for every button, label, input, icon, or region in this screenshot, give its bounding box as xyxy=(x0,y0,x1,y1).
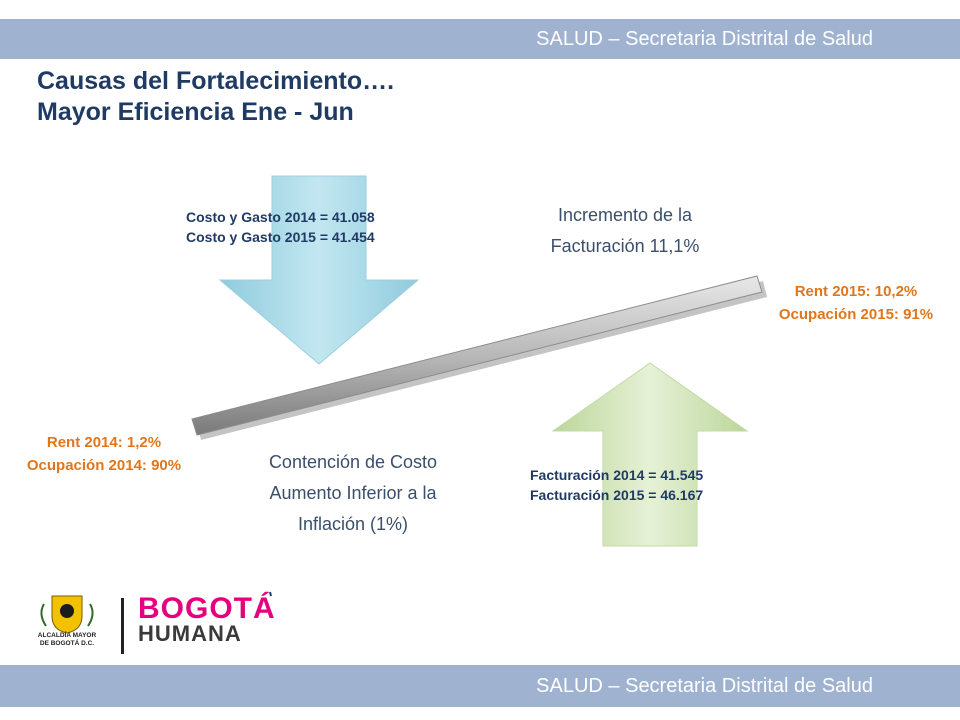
alcaldia-line-2: DE BOGOTÁ D.C. xyxy=(39,640,95,647)
containment-label: Contención de Costo Aumento Inferior a l… xyxy=(226,447,480,540)
right-end-label: Rent 2015: 10,2% Ocupación 2015: 91% xyxy=(750,280,960,326)
title-line-2: Mayor Eficiencia Ene - Jun xyxy=(37,98,354,126)
containment-label-line-1: Contención de Costo xyxy=(268,452,438,472)
down-arrow-label: Costo y Gasto 2014 = 41.058 Costo y Gast… xyxy=(186,207,436,247)
left-end-label: Rent 2014: 1,2% Ocupación 2014: 90% xyxy=(4,431,204,477)
left-end-label-line-2: Ocupación 2014: 90% xyxy=(26,457,182,474)
alcaldia-text: ALCALDÍA MAYOR DE BOGOTÁ D.C. xyxy=(30,632,104,648)
increment-label: Incremento de la Facturación 11,1% xyxy=(500,200,750,262)
footer-band: SALUD – Secretaria Distrital de Salud xyxy=(0,665,960,707)
logos: ALCALDÍA MAYOR DE BOGOTÁ D.C. BOGOTÁ HUM… xyxy=(30,592,275,662)
footer-band-text: SALUD – Secretaria Distrital de Salud xyxy=(536,675,873,697)
up-arrow-label-line-1: Facturación 2014 = 41.545 xyxy=(530,467,704,483)
bogota-wordmark: BOGOTÁ xyxy=(138,592,276,625)
right-end-label-line-2: Ocupación 2015: 91% xyxy=(778,306,934,323)
down-arrow-shape xyxy=(218,175,420,365)
slide-title: Causas del Fortalecimiento…. Mayor Efici… xyxy=(37,66,394,128)
down-arrow-label-line-2: Costo y Gasto 2015 = 41.454 xyxy=(186,229,375,245)
up-arrow-shape xyxy=(551,362,749,547)
down-arrow-label-line-1: Costo y Gasto 2014 = 41.058 xyxy=(186,209,375,225)
up-arrow-label-line-2: Facturación 2015 = 46.167 xyxy=(530,487,704,503)
containment-label-line-3: Inflación (1%) xyxy=(297,514,409,534)
containment-label-line-2: Aumento Inferior a la xyxy=(269,483,437,503)
left-end-label-line-1: Rent 2014: 1,2% xyxy=(46,434,162,451)
header-band-text: SALUD – Secretaria Distrital de Salud xyxy=(536,28,873,50)
small-tick xyxy=(269,591,272,597)
bogota-shield-icon xyxy=(40,595,94,634)
right-end-label-line-1: Rent 2015: 10,2% xyxy=(794,283,918,300)
seesaw-bar xyxy=(191,275,763,436)
logo-divider xyxy=(121,598,124,654)
up-arrow-label: Facturación 2014 = 41.545 Facturación 20… xyxy=(530,465,776,505)
humana-wordmark: HUMANA xyxy=(138,621,242,646)
alcaldia-line-1: ALCALDÍA MAYOR xyxy=(37,632,97,639)
header-band: SALUD – Secretaria Distrital de Salud xyxy=(0,19,960,59)
increment-label-line-1: Incremento de la xyxy=(557,205,693,225)
increment-label-line-2: Facturación 11,1% xyxy=(550,236,700,256)
title-line-1: Causas del Fortalecimiento…. xyxy=(37,67,395,95)
